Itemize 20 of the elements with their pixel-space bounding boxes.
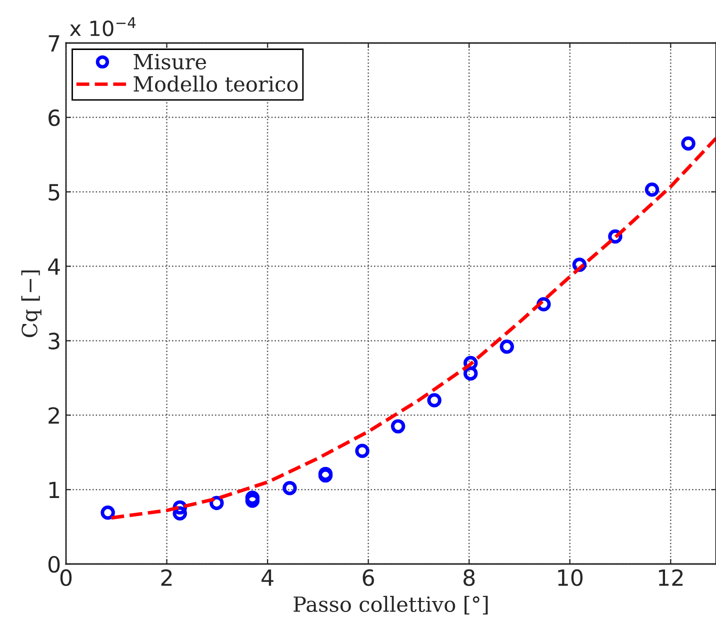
x-tick-label: 0 bbox=[60, 569, 72, 586]
x-tick-label: 8 bbox=[464, 569, 475, 586]
y-tick-label: 6 bbox=[48, 109, 60, 126]
y-tick-label: 5 bbox=[48, 184, 60, 201]
y-tick-label: 0 bbox=[48, 556, 60, 573]
x-tick-label: 12 bbox=[658, 569, 683, 586]
x-tick-label: 4 bbox=[262, 570, 274, 586]
x-tick-label: 10 bbox=[558, 569, 583, 586]
y-tick-label: 7 bbox=[48, 35, 60, 52]
legend-label: Misure bbox=[134, 54, 206, 70]
y-tick-label: 4 bbox=[48, 258, 60, 275]
text: x 10$^{−4}$ bbox=[70, 17, 136, 36]
y-axis-title: Cq [−] bbox=[21, 270, 42, 338]
x-axis-title: Passo collettivo [°] bbox=[294, 596, 488, 614]
y-tick-label: 1 bbox=[49, 482, 60, 498]
y-tick-label: 2 bbox=[48, 407, 59, 424]
legend-label: Modello teorico bbox=[134, 76, 298, 92]
x-tick-label: 6 bbox=[362, 569, 374, 586]
y-tick-label: 3 bbox=[48, 332, 60, 350]
x-tick-label: 2 bbox=[161, 569, 172, 586]
